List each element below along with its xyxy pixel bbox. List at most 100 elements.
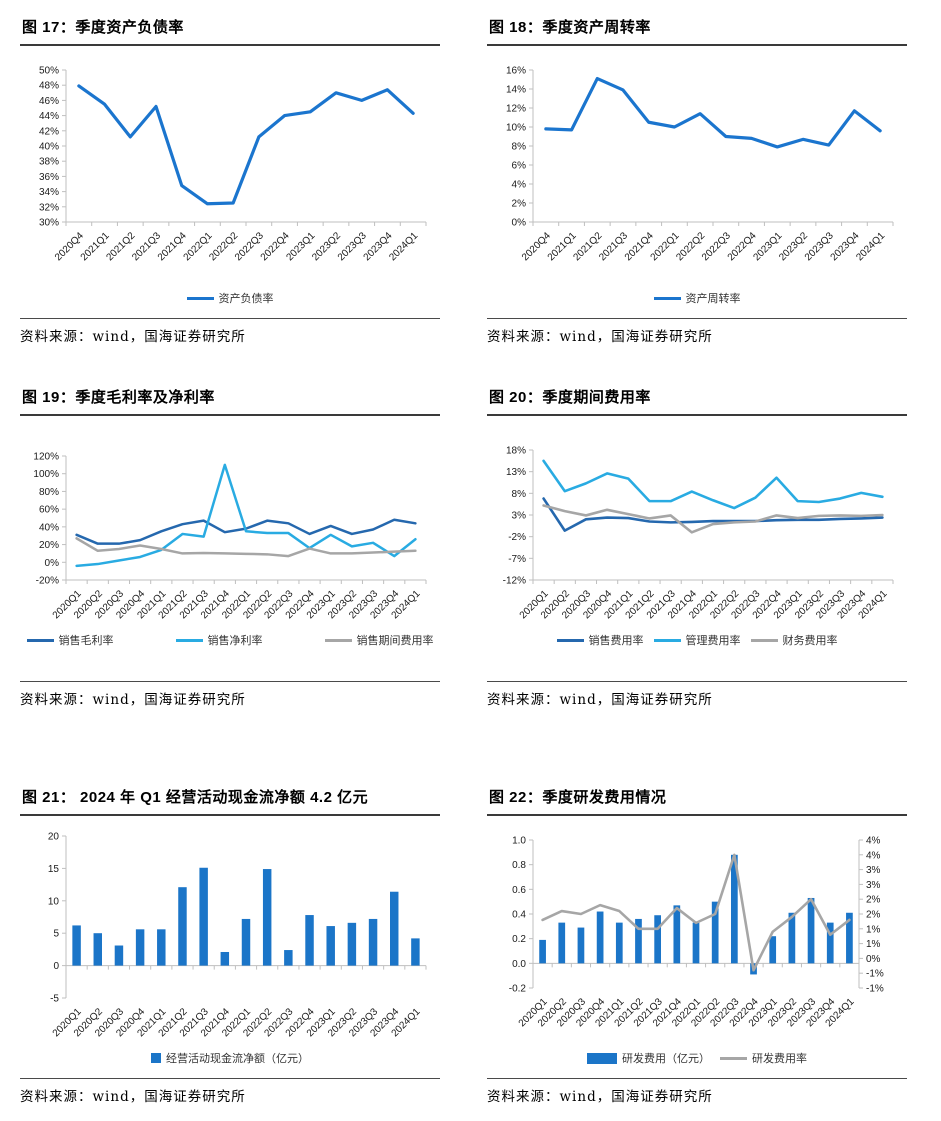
bar-0 [390,891,399,966]
figure-22: 图 22：季度研发费用情况 -0.2 0.0 0.2 0.4 0.6 0.8 1.0 4% 4%… [487,786,907,1116]
bar-0 [788,912,796,964]
figure-20: 图 20：季度期间费用率 -12% -7% -2% 3% 8% 13% 18% 2020Q1 2… [487,386,907,716]
y-tick-label: 80% [39,487,59,498]
bar-0 [615,922,623,964]
bar-0 [178,887,187,966]
legend-label: 销售净利率 [207,635,263,647]
legend-item: 销售净利率 [175,632,263,648]
bar-0 [596,911,604,964]
source-text: 资料来源：wind，国海证券研究所 [487,1089,713,1105]
bar-0 [846,912,853,964]
bar-0 [241,918,251,966]
y-tick-label: 42% [39,126,59,137]
right-tick-label: 0% [866,954,881,965]
figure-17: 图 17：季度资产负债率 30% 32% 34% 36% 38% 40% 42% 44% 46%… [20,16,440,346]
figure-18-source: 资料来源：wind，国海证券研究所 [487,318,907,345]
figure-19-chart: -20%0%20%40%60%80%100%120%2020Q12020Q220… [33,452,427,621]
legend-item: 资产周转率 [653,290,741,306]
bar-0 [807,897,815,964]
figure-19-legend: 销售毛利率 销售净利率 销售期间费用率 [20,632,440,648]
bar-0 [673,905,681,964]
bar-0 [157,929,166,966]
source-text: 资料来源：wind，国海证券研究所 [487,692,713,708]
y-tick-label: 8% [512,142,527,153]
bar-0 [368,918,378,966]
legend-line-marker-icon [175,638,203,642]
legend-item: 研发费用（亿元） [587,1050,710,1066]
y-tick-label: 50% [39,66,59,77]
x-category-label: 2024Q1 [854,230,887,263]
y-tick-label: 20% [39,540,59,551]
bar-0 [654,915,662,964]
x-category-label: 2024Q1 [387,230,420,263]
figure-21-title: 图 21： 2024 年 Q1 经营活动现金流净额 4.2 亿元 [20,786,440,816]
y-tick-label: 3% [512,511,527,522]
figure-18: 图 18：季度资产周转率 0% 2% 4% 6% 8% 10% 12% 14% 16% 2020Q… [487,16,907,346]
bar-0 [577,927,585,964]
legend-item: 经营活动现金流净额（亿元） [151,1050,309,1066]
bar-0 [114,945,124,966]
figure-21: 图 21： 2024 年 Q1 经营活动现金流净额 4.2 亿元 -5 0 5 10 1… [20,786,440,1116]
y-tick-label: 32% [39,202,59,213]
legend-label: 销售费用率 [588,635,644,647]
series-line-2 [542,504,884,534]
legend-line-marker-icon [653,296,681,300]
figure-19-source: 资料来源：wind，国海证券研究所 [20,681,440,708]
y-tick-label: 44% [39,111,59,122]
legend-line-marker-icon [186,296,214,300]
legend-item: 财务费用率 [750,632,838,648]
legend-line-marker-icon [750,638,778,642]
bar-0 [326,926,335,966]
y-tick-label: 34% [39,187,59,198]
legend-line-marker-icon [324,638,352,642]
legend-line-marker-icon [556,638,584,642]
figure-21-chart: -5051015202020Q12020Q22020Q32020Q42021Q1… [48,832,427,1039]
source-text: 资料来源：wind，国海证券研究所 [20,329,246,345]
figure-20-chart: -12%-7%-2%3%8%13%18%2020Q12020Q22020Q320… [503,446,894,621]
right-tick-label: 2% [866,895,881,906]
y-tick-label: 0.6 [512,885,526,896]
y-tick-label: 10% [506,123,526,134]
y-tick-label: 4% [512,180,527,191]
right-tick-label: 4% [866,850,881,861]
source-text: 资料来源：wind，国海证券研究所 [20,1089,246,1105]
figure-22-legend: 研发费用（亿元） 研发费用率 [487,1050,907,1066]
legend-item: 销售费用率 [556,632,644,648]
right-tick-label: 3% [866,865,881,876]
figure-21-legend: 经营活动现金流净额（亿元） [20,1050,440,1066]
y-tick-label: -2% [508,532,526,543]
y-tick-label: -20% [36,576,59,587]
bar-0 [692,922,700,964]
y-tick-label: 0% [512,218,527,229]
legend-item: 资产负债率 [186,290,274,306]
y-tick-label: 15 [48,864,60,875]
figure-19: 图 19：季度毛利率及净利率 -20% 0% 20% 40% 60% 80% 100% 120… [20,386,440,716]
y-tick-label: 0.8 [512,860,526,871]
bar-0 [72,925,81,966]
y-tick-label: 8% [512,489,527,500]
series-line-0 [542,497,884,532]
figure-18-chart: 0%2%4%6%8%10%12%14%16%2020Q42021Q12021Q2… [506,66,894,263]
y-tick-label: 14% [506,85,526,96]
bar-0 [347,922,357,966]
figure-19-title: 图 19：季度毛利率及净利率 [20,386,440,416]
figure-20-source: 资料来源：wind，国海证券研究所 [487,681,907,708]
y-tick-label: -12% [503,576,526,587]
series-line-0 [77,84,415,206]
y-tick-label: 1.0 [512,836,526,847]
legend-label: 销售期间费用率 [356,635,434,647]
bar-0 [284,950,293,966]
figure-22-source: 资料来源：wind，国海证券研究所 [487,1078,907,1105]
y-tick-label: 0.4 [512,910,526,921]
figure-20-legend: 销售费用率 管理费用率 财务费用率 [487,632,907,648]
bar-0 [558,922,566,964]
bar-0 [411,938,420,966]
y-tick-label: 20 [48,832,60,843]
series-line-1 [75,463,417,568]
bar-0 [93,933,102,966]
y-tick-label: 30% [39,218,59,229]
figure-18-legend: 资产周转率 [487,290,907,306]
legend-label: 销售毛利率 [58,635,114,647]
y-tick-label: 10 [48,896,60,907]
